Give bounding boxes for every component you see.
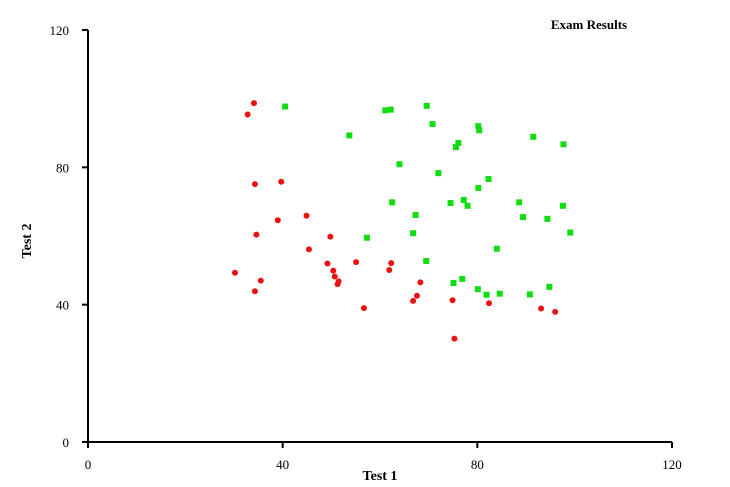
data-point-square xyxy=(412,212,419,219)
data-point-square xyxy=(476,127,483,134)
data-point-circle xyxy=(353,259,360,266)
data-point-square xyxy=(450,280,457,287)
data-point-square xyxy=(516,199,523,206)
data-point-circle xyxy=(305,246,312,253)
data-point-square xyxy=(546,283,553,290)
data-point-circle xyxy=(253,231,260,238)
data-point-circle xyxy=(410,297,417,304)
data-point-square xyxy=(474,286,481,293)
data-point-circle xyxy=(257,277,264,284)
x-tick-label: 80 xyxy=(471,457,484,472)
data-point-circle xyxy=(244,111,251,118)
data-point-circle xyxy=(552,308,559,315)
data-point-square xyxy=(455,139,462,146)
x-tick-label: 120 xyxy=(662,457,682,472)
data-point-square xyxy=(282,103,289,110)
data-point-circle xyxy=(250,100,257,107)
data-point-circle xyxy=(486,300,493,307)
data-point-circle xyxy=(538,305,545,312)
data-point-square xyxy=(460,196,467,203)
data-point-circle xyxy=(413,292,420,299)
data-point-circle xyxy=(335,278,342,285)
data-point-square xyxy=(483,291,490,298)
data-point-circle xyxy=(449,297,456,304)
data-point-circle xyxy=(386,266,393,273)
data-point-square xyxy=(447,200,454,207)
data-point-circle xyxy=(274,217,281,224)
data-point-square xyxy=(530,133,537,140)
data-points xyxy=(231,100,574,342)
data-point-square xyxy=(475,184,482,191)
data-point-circle xyxy=(417,279,424,286)
data-point-circle xyxy=(451,335,458,342)
data-point-square xyxy=(459,275,466,282)
data-point-square xyxy=(382,107,389,114)
data-point-circle xyxy=(331,273,338,280)
data-point-square xyxy=(559,202,566,209)
y-axis-ticks: 0 40 80 120 xyxy=(50,23,88,450)
data-point-square xyxy=(485,176,492,183)
data-point-circle xyxy=(324,260,331,267)
data-point-circle xyxy=(388,260,395,267)
data-point-circle xyxy=(330,267,337,274)
data-point-circle xyxy=(251,288,258,295)
data-point-square xyxy=(423,258,430,265)
data-point-square xyxy=(475,123,482,130)
data-point-circle xyxy=(303,212,310,219)
data-point-square xyxy=(520,214,527,221)
data-point-square xyxy=(389,199,396,206)
data-point-circle xyxy=(360,305,367,312)
data-point-square xyxy=(496,290,503,297)
data-point-circle xyxy=(327,233,334,240)
data-point-square xyxy=(363,234,370,241)
x-tick-label: 40 xyxy=(276,457,289,472)
data-point-square xyxy=(387,106,394,113)
data-point-square xyxy=(346,132,353,139)
data-point-square xyxy=(464,202,471,209)
data-point-square xyxy=(526,291,533,298)
data-point-square xyxy=(396,161,403,168)
y-tick-label: 80 xyxy=(56,160,69,175)
data-point-square xyxy=(452,144,459,151)
x-tick-label: 0 xyxy=(85,457,92,472)
data-point-circle xyxy=(251,181,258,188)
data-point-square xyxy=(435,170,442,177)
data-point-square xyxy=(423,102,430,109)
data-point-square xyxy=(544,215,551,222)
y-axis-title: Test 2 xyxy=(20,224,35,259)
chart-title: Exam Results xyxy=(551,17,627,32)
y-tick-label: 40 xyxy=(56,298,69,313)
data-point-square xyxy=(429,121,436,128)
x-axis-title: Test 1 xyxy=(363,469,398,484)
data-point-circle xyxy=(231,269,238,276)
data-point-square xyxy=(410,230,417,237)
y-tick-label: 120 xyxy=(50,23,70,38)
data-point-square xyxy=(560,141,567,148)
data-point-circle xyxy=(278,178,285,185)
data-point-square xyxy=(567,229,574,236)
data-point-square xyxy=(493,245,500,252)
y-tick-label: 0 xyxy=(63,435,70,450)
x-axis-ticks: 0 40 80 120 xyxy=(85,442,682,472)
